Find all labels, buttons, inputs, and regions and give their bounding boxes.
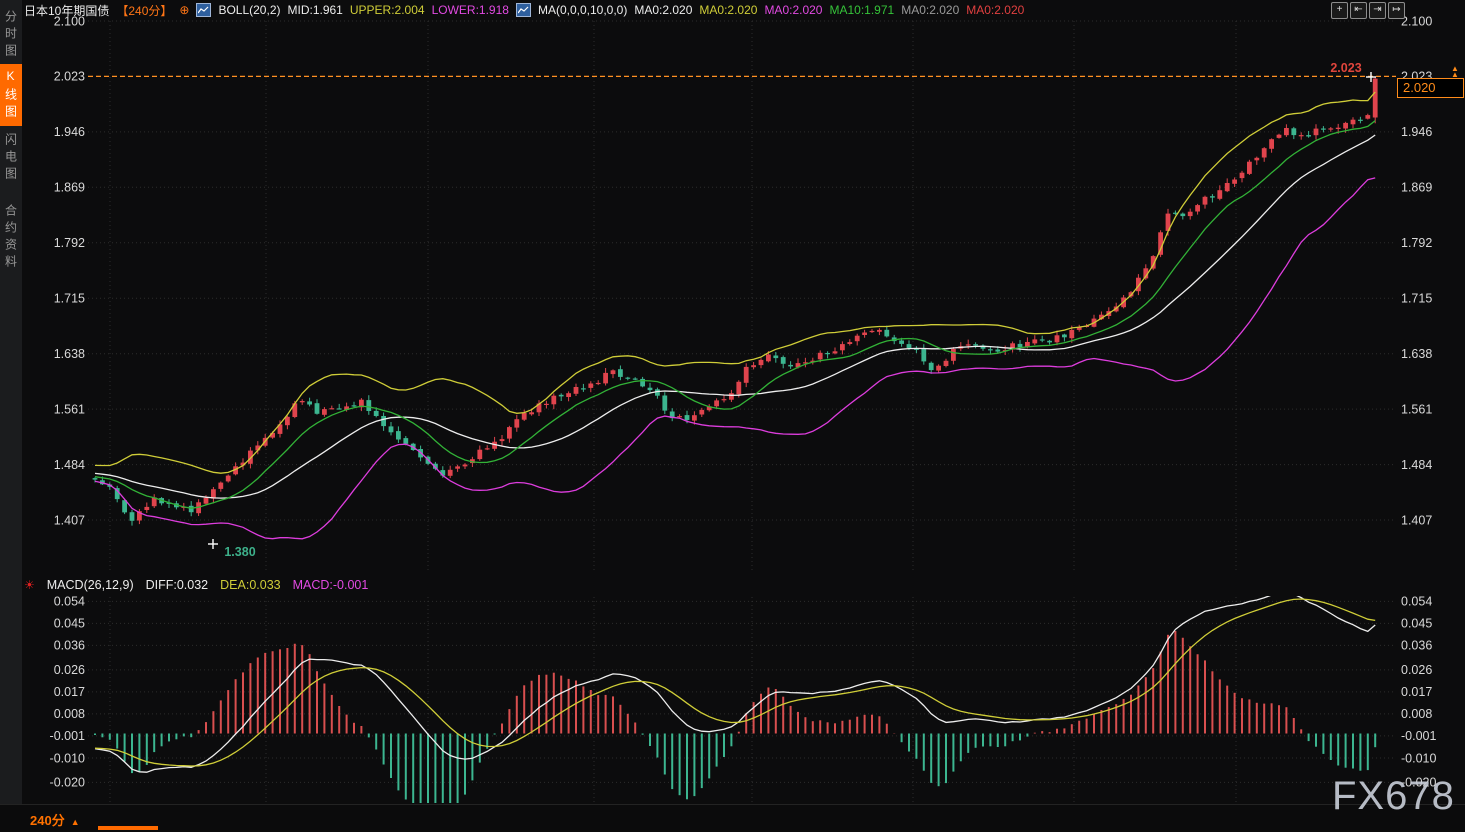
macd-diff-value: DIFF:0.032 (145, 578, 209, 592)
pan-right-icon[interactable]: ↦ (1388, 2, 1405, 19)
svg-text:1.715: 1.715 (54, 292, 85, 306)
svg-text:0.017: 0.017 (1401, 685, 1432, 699)
macd-macd-value: MACD:-0.001 (292, 578, 369, 592)
svg-text:1.638: 1.638 (1401, 347, 1432, 361)
svg-text:0.054: 0.054 (54, 595, 85, 609)
svg-text:0.045: 0.045 (1401, 617, 1432, 631)
svg-text:1.792: 1.792 (54, 236, 85, 250)
sidebar-item-contract-info[interactable]: 合约资料 (3, 204, 18, 272)
ma-value-4: MA0:2.020 (901, 3, 960, 17)
watermark: FX678 (1332, 774, 1455, 818)
svg-text:1.561: 1.561 (54, 402, 85, 416)
boll-upper-value: UPPER:2.004 (349, 3, 425, 17)
svg-text:-0.001: -0.001 (1401, 729, 1436, 743)
svg-text:0.008: 0.008 (1401, 707, 1432, 721)
svg-text:1.946: 1.946 (1401, 125, 1432, 139)
macd-header: ☀ MACD(26,12,9) DIFF:0.032 DEA:0.033 MAC… (24, 576, 380, 594)
svg-text:1.484: 1.484 (1401, 458, 1432, 472)
chart-toolbar: + ⇤ ⇥ ↦ (1331, 2, 1405, 19)
svg-text:2.100: 2.100 (1401, 14, 1432, 28)
axis-scale-left-icon[interactable]: ⇤ (1350, 2, 1367, 19)
ma-value-3: MA10:1.971 (829, 3, 895, 17)
boll-label: BOLL(20,2) (218, 3, 281, 17)
svg-text:0.036: 0.036 (54, 639, 85, 653)
boll-lower-value: LOWER:1.918 (431, 3, 509, 17)
ma-value-0: MA0:2.020 (634, 3, 693, 17)
ma-indicator-icon[interactable] (515, 3, 531, 17)
svg-text:-0.001: -0.001 (50, 729, 85, 743)
sidebar-item-lightning-chart[interactable]: 闪电图 (3, 132, 18, 184)
jump-to-latest-icon[interactable]: ▲ ▲ (1451, 64, 1459, 79)
svg-text:0.026: 0.026 (54, 663, 85, 677)
svg-text:2.100: 2.100 (54, 14, 85, 28)
svg-text:-0.020: -0.020 (1401, 776, 1436, 790)
macd-label: MACD(26,12,9) (46, 578, 134, 592)
svg-text:1.484: 1.484 (54, 458, 85, 472)
svg-text:-0.020: -0.020 (50, 776, 85, 790)
sidebar-item-time-chart[interactable]: 分时图 (3, 9, 18, 61)
boll-indicator-icon[interactable] (196, 3, 212, 17)
crosshair-icon[interactable]: + (1331, 2, 1348, 19)
plus-circle-icon[interactable]: ⊕ (179, 3, 190, 17)
active-date-underline (98, 826, 158, 830)
svg-text:1.869: 1.869 (54, 181, 85, 195)
svg-text:-0.010: -0.010 (1401, 751, 1436, 765)
svg-text:0.017: 0.017 (54, 685, 85, 699)
svg-text:2.023: 2.023 (54, 70, 85, 84)
chevron-up-icon: ▲ (70, 817, 80, 827)
svg-text:1.407: 1.407 (1401, 513, 1432, 527)
svg-text:1.946: 1.946 (54, 125, 85, 139)
ma-label: MA(0,0,0,10,0,0) (537, 3, 628, 17)
svg-text:1.715: 1.715 (1401, 292, 1432, 306)
svg-text:2.023: 2.023 (1330, 61, 1361, 75)
sidebar-item-kline-chart[interactable]: K线图 (0, 64, 22, 126)
current-price-tag: 2.020 (1397, 78, 1464, 98)
svg-text:1.638: 1.638 (54, 347, 85, 361)
svg-text:0.054: 0.054 (1401, 595, 1432, 609)
sun-icon: ☀ (24, 578, 35, 592)
svg-text:1.407: 1.407 (54, 513, 85, 527)
indicator-header: 日本10年期国债 【240分】 ⊕ BOLL(20,2) MID:1.961 U… (24, 0, 1024, 20)
axis-scale-right-icon[interactable]: ⇥ (1369, 2, 1386, 19)
period-label: 【240分】 (116, 3, 173, 18)
sidebar: 分时图 K线图 闪电图 合约资料 (0, 0, 22, 805)
boll-mid-value: MID:1.961 (287, 3, 343, 17)
macd-dea-value: DEA:0.033 (220, 578, 281, 592)
svg-text:-0.010: -0.010 (50, 751, 85, 765)
time-axis-bar (0, 804, 1465, 832)
svg-text:0.026: 0.026 (1401, 663, 1432, 677)
svg-text:1.869: 1.869 (1401, 181, 1432, 195)
svg-text:1.380: 1.380 (224, 545, 255, 559)
svg-text:1.792: 1.792 (1401, 236, 1432, 250)
svg-text:0.008: 0.008 (54, 707, 85, 721)
svg-text:0.036: 0.036 (1401, 639, 1432, 653)
instrument-title: 日本10年期国债 (24, 3, 110, 18)
ma-value-5: MA0:2.020 (966, 3, 1025, 17)
svg-text:1.561: 1.561 (1401, 402, 1432, 416)
period-selector[interactable]: 240分 ▲ (30, 813, 80, 828)
svg-text:0.045: 0.045 (54, 617, 85, 631)
ma-value-1: MA0:2.020 (699, 3, 758, 17)
ma-value-2: MA0:2.020 (764, 3, 823, 17)
